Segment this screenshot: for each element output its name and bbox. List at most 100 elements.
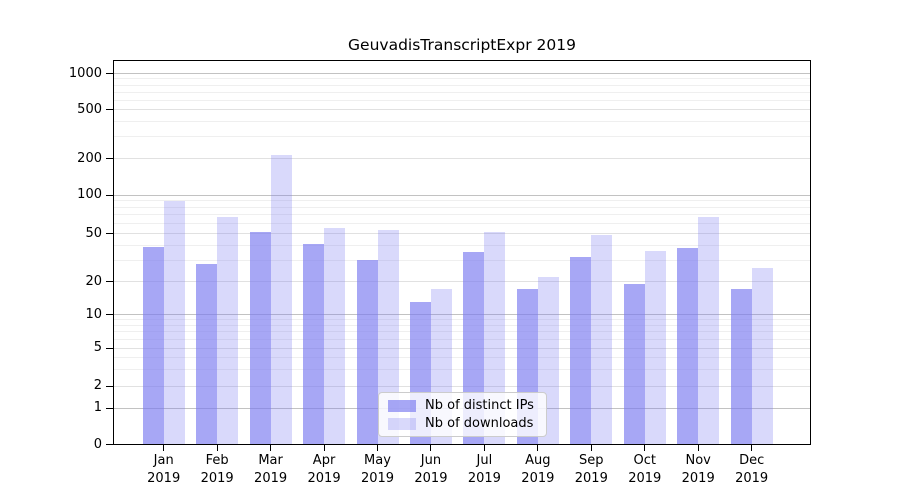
x-tick-mark-aug	[537, 444, 539, 451]
bar-oct-distinct-ips	[623, 283, 645, 445]
y-tick-label-10: 10	[85, 306, 102, 322]
x-tick-year: 2019	[521, 470, 555, 486]
gridline-20	[114, 281, 810, 282]
spine-top	[113, 59, 811, 61]
y-tick-mark-200	[106, 158, 113, 159]
x-tick-month: Jul	[476, 453, 493, 468]
gridline-minor-900	[114, 78, 810, 80]
bar-feb-downloads	[217, 217, 239, 445]
legend-swatch-distinct-ips	[388, 399, 416, 412]
x-tick-year: 2019	[200, 470, 234, 486]
bar-mar-downloads	[270, 155, 292, 445]
gridline-100	[114, 194, 810, 196]
legend: Nb of distinct IPs Nb of downloads	[378, 392, 547, 437]
bar-jan-distinct-ips	[142, 246, 164, 445]
x-tick-mark-jun	[430, 444, 432, 451]
x-tick-month: Sep	[579, 453, 604, 468]
y-tick-mark-500	[106, 109, 113, 110]
y-tick-mark-20	[106, 281, 113, 282]
x-tick-month: Dec	[739, 453, 765, 468]
gridline-minor-40	[114, 244, 810, 246]
gridline-minor-60	[114, 222, 810, 224]
bar-sep-distinct-ips	[570, 256, 592, 445]
bar-apr-distinct-ips	[303, 243, 325, 445]
gridline-minor-8	[114, 324, 810, 326]
bar-dec-distinct-ips	[730, 289, 752, 445]
gridline-minor-400	[114, 120, 810, 122]
x-tick-year: 2019	[628, 470, 662, 486]
x-tick-year: 2019	[735, 470, 769, 486]
gridline-50	[114, 233, 810, 234]
gridline-minor-80	[114, 206, 810, 208]
bar-jul-downloads	[484, 232, 506, 445]
legend-label: Nb of distinct IPs	[425, 398, 534, 413]
x-tick-mark-nov	[697, 444, 699, 451]
spine-bottom	[113, 444, 811, 445]
gridline-minor-800	[114, 84, 810, 86]
bar-jan-downloads	[163, 200, 185, 445]
bar-mar-distinct-ips	[249, 232, 271, 445]
x-tick-label-may: May 2019	[346, 452, 410, 487]
x-tick-month: Mar	[258, 453, 283, 468]
y-tick-mark-0	[106, 444, 113, 445]
x-tick-label-mar: Mar 2019	[239, 452, 303, 487]
y-tick-label-20: 20	[85, 273, 102, 289]
x-tick-mark-dec	[751, 444, 753, 451]
x-tick-mark-feb	[216, 444, 218, 451]
x-tick-mark-apr	[323, 444, 325, 451]
x-tick-label-jul: Jul 2019	[452, 452, 516, 487]
x-tick-month: Feb	[205, 453, 229, 468]
chart-title: GeuvadisTranscriptExpr 2019	[348, 36, 576, 54]
x-tick-label-nov: Nov 2019	[666, 452, 730, 487]
x-tick-mark-jul	[483, 444, 485, 451]
gridline-5	[114, 347, 810, 349]
gridline-200	[114, 158, 810, 159]
x-tick-mark-mar	[270, 444, 272, 451]
gridline-10	[114, 314, 810, 315]
x-tick-month: Apr	[312, 453, 336, 468]
legend-row-downloads: Nb of downloads	[388, 416, 537, 431]
x-tick-month: Nov	[685, 453, 711, 468]
x-tick-label-sep: Sep 2019	[559, 452, 623, 487]
gridline-minor-600	[114, 99, 810, 101]
y-tick-label-200: 200	[77, 150, 102, 166]
gridline-minor-90	[114, 200, 810, 202]
y-tick-label-5: 5	[93, 340, 102, 355]
bar-may-distinct-ips	[356, 260, 378, 445]
gridline-1000	[114, 73, 810, 74]
x-tick-year: 2019	[574, 470, 608, 486]
y-tick-mark-100	[106, 194, 113, 196]
gridline-minor-7	[114, 331, 810, 333]
gridline-2	[114, 385, 810, 387]
y-tick-label-100: 100	[77, 187, 102, 202]
x-tick-year: 2019	[467, 470, 501, 486]
x-tick-mark-may	[377, 444, 378, 451]
gridline-500	[114, 109, 810, 110]
gridline-minor-300	[114, 136, 810, 138]
gridline-minor-30	[114, 259, 810, 261]
y-tick-mark-2	[106, 385, 113, 387]
y-tick-mark-5	[106, 347, 113, 349]
y-tick-label-50: 50	[85, 225, 102, 241]
x-tick-month: Jan	[153, 453, 174, 468]
spine-right	[810, 59, 811, 445]
bar-dec-downloads	[751, 267, 773, 445]
gridline-minor-70	[114, 214, 810, 216]
bar-nov-downloads	[698, 217, 720, 445]
x-tick-mark-sep	[590, 444, 592, 451]
legend-row-distinct-ips: Nb of distinct IPs	[388, 398, 537, 413]
spine-left	[113, 59, 114, 445]
gridline-minor-9	[114, 319, 810, 321]
bar-nov-distinct-ips	[677, 247, 699, 445]
x-tick-mark-oct	[644, 444, 646, 451]
x-tick-label-dec: Dec 2019	[720, 452, 784, 487]
x-tick-month: Jun	[420, 453, 442, 468]
gridline-minor-700	[114, 91, 810, 93]
bar-oct-downloads	[644, 250, 666, 445]
x-tick-month: May	[364, 453, 391, 468]
x-tick-month: Aug	[525, 453, 551, 468]
y-tick-label-500: 500	[77, 101, 102, 117]
y-tick-mark-1000	[106, 73, 113, 74]
y-tick-label-0: 0	[93, 436, 102, 452]
